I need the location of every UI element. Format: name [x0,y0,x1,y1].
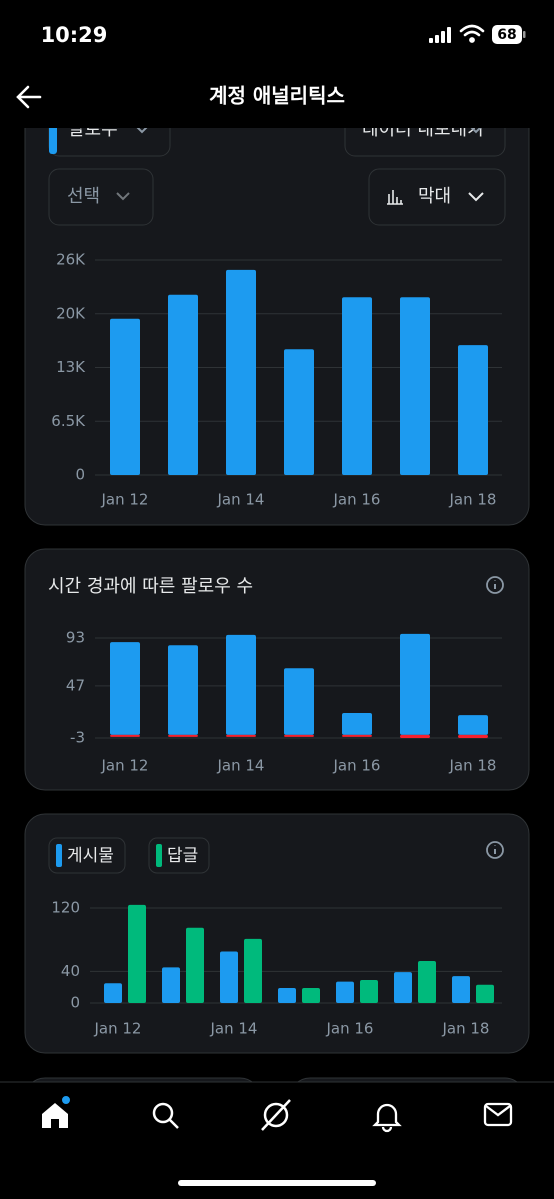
bar [418,961,436,1003]
bar [226,269,256,475]
bar [336,981,354,1003]
legend-label: 답글 [167,846,198,866]
info-icon[interactable] [486,841,504,859]
bar [110,642,140,735]
x-tick-label: Jan 18 [442,1020,490,1038]
nav-bar [0,1082,554,1199]
x-tick-label: Jan 12 [101,491,149,509]
header-bg [0,0,554,128]
x-tick-label: Jan 14 [217,757,265,775]
chart-kind-label: 막대 [418,186,451,207]
bar [342,713,372,735]
bar [400,297,430,475]
bar [104,983,122,1003]
clock: 10:29 [41,23,108,47]
bar [244,938,262,1003]
search-icon[interactable] [152,1102,179,1129]
notifications-icon[interactable] [372,1103,402,1133]
bar [302,987,320,1003]
header-title: 계정 애널리틱스 [209,84,345,108]
bar [400,734,430,738]
bar [476,984,494,1003]
signal-icon [429,27,451,43]
wifi-icon [459,24,485,43]
y-tick-label: -3 [70,729,85,747]
legend-swatch [156,844,162,867]
y-tick-label: 93 [66,629,85,647]
y-tick-label: 0 [75,466,85,484]
chevron [468,192,484,202]
bar [284,668,314,735]
x-tick-label: Jan 16 [326,1020,374,1038]
y-tick-label: 13K [56,358,86,376]
x-tick-label: Jan 14 [210,1020,258,1038]
bar [186,927,204,1003]
info-icon[interactable] [486,576,504,594]
battery-level: 68 [497,27,516,43]
bar [220,951,238,1003]
y-tick-label: 6.5K [51,412,86,430]
bar [226,634,256,735]
y-tick-label: 0 [70,994,80,1012]
bar [226,734,256,737]
battery [492,25,522,44]
y-tick-label: 26K [56,251,86,269]
bar [342,297,372,475]
chevron [116,192,130,201]
bar [168,294,198,475]
bar [110,734,140,737]
messages-icon[interactable] [483,1102,513,1127]
back-button[interactable] [16,85,42,109]
bar [162,967,180,1003]
battery-tip [523,31,526,38]
x-tick-label: Jan 12 [101,757,149,775]
bar [284,734,314,737]
bar [342,734,372,737]
x-tick-label: Jan 12 [94,1020,142,1038]
x-tick-label: Jan 14 [217,491,265,509]
bar [168,734,198,737]
x-tick-label: Jan 18 [449,491,497,509]
y-tick-label: 20K [56,304,86,322]
home-badge [60,1094,72,1106]
x-tick-label: Jan 18 [449,757,497,775]
legend-swatch [56,844,62,867]
bar [110,318,140,475]
bar [458,715,488,735]
x-tick-label: Jan 16 [333,491,381,509]
bar [458,734,488,738]
grok-icon[interactable] [261,1099,291,1131]
home-icon[interactable] [42,1103,68,1128]
home-indicator [178,1180,376,1186]
legend-label: 게시물 [67,846,114,866]
bar [400,633,430,735]
select-dropdown[interactable] [48,168,154,226]
legend-box [48,837,126,874]
bar [360,980,378,1003]
bar [458,345,488,475]
chart-kind-dropdown[interactable] [368,168,506,226]
bar [168,645,198,735]
bar [284,349,314,475]
bar [278,987,296,1003]
y-tick-label: 40 [61,962,80,980]
bar [394,972,412,1003]
x-tick-label: Jan 16 [333,757,381,775]
bar [128,904,146,1003]
bar [452,976,470,1003]
select-label: 선택 [67,186,100,207]
chart-title: 시간 경과에 따른 팔로우 수 [48,576,253,597]
bar-icon [387,190,403,205]
y-tick-label: 120 [51,899,80,917]
legend-box [148,837,210,874]
y-tick-label: 47 [66,676,85,694]
